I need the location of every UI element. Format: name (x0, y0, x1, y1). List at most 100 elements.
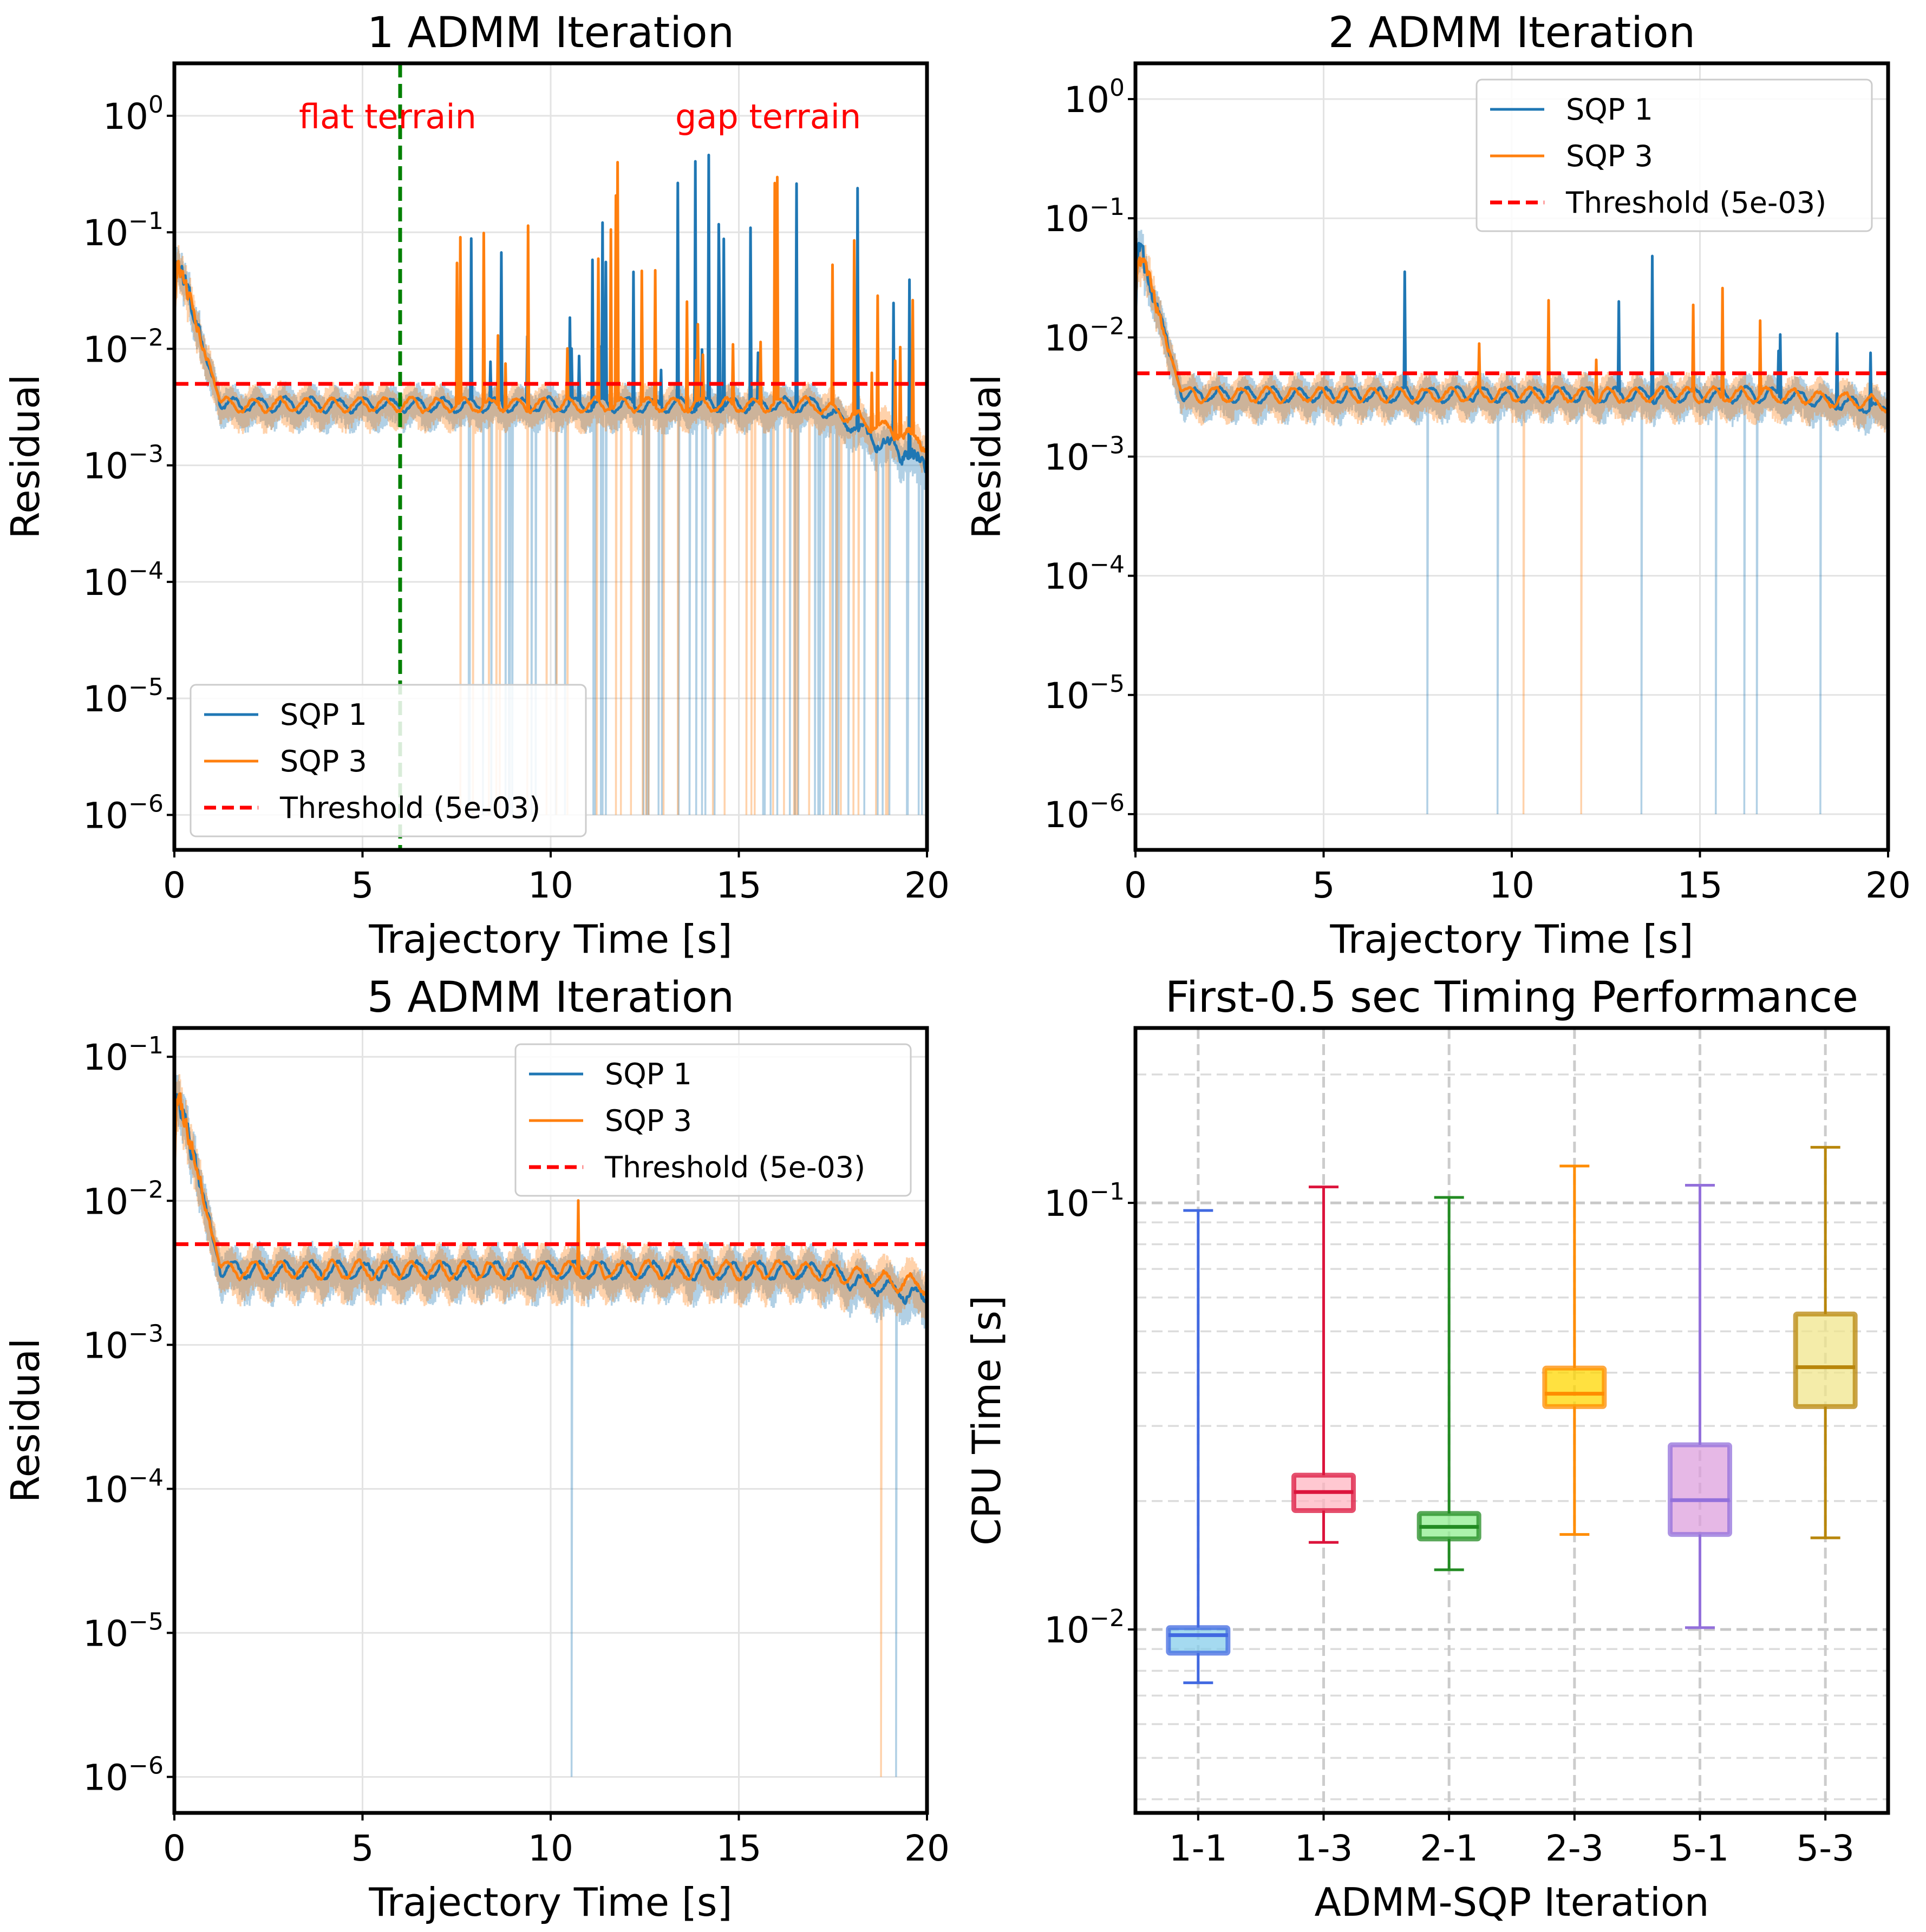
y-axis-label: CPU Time [s] (964, 1295, 1009, 1545)
legend-label: Threshold (5e-03) (1565, 186, 1826, 220)
legend-label: SQP 1 (605, 1057, 692, 1091)
x-tick-label: 1-3 (1295, 1828, 1353, 1869)
legend-box (514, 1043, 912, 1197)
legend-box (1475, 78, 1873, 232)
legend-label: SQP 3 (1566, 139, 1653, 173)
sqp1-line (174, 153, 927, 474)
data-area (174, 1074, 927, 1777)
line-chart-2: 0 5 10 15 20 100 10−1 10−2 10−3 10−4 10−5 10−6 2 ADM… (964, 9, 1911, 962)
x-axis-label: Trajectory Time [s] (1329, 916, 1693, 962)
sqp1-line (1135, 241, 1888, 415)
line-chart-1: flat terrain gap terrain 0 5 10 15 20 100 10−1 10… (3, 9, 950, 962)
x-tick-label: 5-3 (1796, 1828, 1855, 1869)
legend-label: Threshold (5e-03) (279, 791, 540, 825)
x-tick-label: 5-1 (1671, 1828, 1729, 1869)
y-tick-label: 10−4 (1044, 551, 1125, 598)
y-tick-label: 10−1 (83, 207, 164, 254)
x-tick-label: 0 (1124, 865, 1147, 906)
x-tick-label: 5 (351, 865, 374, 906)
y-tick-label: 10−6 (83, 1752, 164, 1798)
axes-frame (1133, 1026, 1890, 1815)
x-tick-label: 0 (163, 865, 186, 906)
legend-label: SQP 3 (280, 744, 367, 778)
x-tick-label: 0 (163, 1828, 186, 1869)
box-1-3 (1291, 1186, 1356, 1544)
x-axis-label: Trajectory Time [s] (368, 916, 732, 962)
y-tick-label: 10−1 (1044, 1178, 1125, 1224)
data-area (1135, 230, 1888, 815)
legend-label: Threshold (5e-03) (604, 1150, 865, 1184)
y-tick-label: 10−2 (83, 324, 164, 370)
legend: SQP 1 SQP 3 Threshold (5e-03) (190, 684, 587, 837)
legend: SQP 1 SQP 3 Threshold (5e-03) (1475, 78, 1873, 232)
box-5-3 (1793, 1145, 1858, 1540)
legend: SQP 1 SQP 3 Threshold (5e-03) (514, 1043, 912, 1197)
iqr-box (1166, 1625, 1231, 1656)
box-1-1 (1166, 1209, 1231, 1685)
chart-title: 5 ADMM Iteration (367, 973, 734, 1022)
x-tick-label: 20 (904, 865, 950, 906)
y-tick-label: 10−5 (1044, 670, 1125, 717)
y-axis-label: Residual (3, 374, 48, 539)
y-tick-label: 10−5 (83, 673, 164, 720)
y-tick-label: 10−6 (1044, 789, 1125, 836)
y-axis-label: Residual (964, 374, 1009, 539)
iqr-box (1542, 1365, 1607, 1409)
y-tick-label: 100 (103, 91, 164, 137)
x-tick-label: 10 (528, 1828, 573, 1869)
legend-label: SQP 1 (1566, 93, 1653, 127)
x-tick-label: 15 (716, 1828, 762, 1869)
y-tick-label: 10−3 (83, 441, 164, 487)
x-tick-label: 1-1 (1169, 1828, 1228, 1869)
iqr-box (1793, 1311, 1858, 1409)
x-tick-label: 5 (351, 1828, 374, 1869)
x-tick-label: 15 (1677, 865, 1723, 906)
x-axis-label: Trajectory Time [s] (368, 1879, 732, 1925)
legend-box (190, 684, 587, 837)
y-tick-label: 10−6 (83, 790, 164, 836)
x-tick-label: 10 (1489, 865, 1535, 906)
line-chart-3: 0 5 10 15 20 10−1 10−2 10−3 10−4 10−5 10−6 5 ADMM I… (3, 973, 950, 1925)
y-tick-label: 10−2 (1044, 1604, 1125, 1651)
x-axis-label: ADMM-SQP Iteration (1315, 1879, 1709, 1925)
y-tick-label: 10−4 (83, 1464, 164, 1510)
x-tick-label: 20 (1865, 865, 1911, 906)
y-tick-label: 10−4 (83, 557, 164, 604)
y-tick-label: 10−1 (1044, 193, 1125, 240)
iqr-box (1668, 1442, 1732, 1537)
sqp3-line (174, 1092, 927, 1296)
box-chart: 1-1 1-3 2-1 2-3 5-1 5-3 10−1 10−2 First-0.5 sec … (964, 973, 1890, 1925)
box-2-1 (1416, 1196, 1481, 1571)
sqp3-line (174, 161, 927, 453)
sqp3-band (174, 245, 927, 815)
y-tick-label: 10−5 (83, 1608, 164, 1654)
y-tick-label: 10−2 (1044, 312, 1125, 359)
y-axis-label: Residual (3, 1338, 48, 1503)
x-tick-label: 15 (716, 865, 762, 906)
sqp1-band (1135, 230, 1888, 815)
legend-label: SQP 3 (605, 1104, 692, 1138)
y-tick-label: 10−3 (1044, 432, 1125, 479)
y-tick-label: 10−2 (83, 1176, 164, 1222)
annotation-label: flat terrain (299, 97, 476, 136)
x-tick-label: 5 (1313, 865, 1335, 906)
data-area (174, 153, 927, 815)
x-tick-label: 2-3 (1545, 1828, 1604, 1869)
box-5-1 (1668, 1183, 1732, 1629)
y-tick-label: 10−3 (83, 1320, 164, 1366)
y-tick-label: 100 (1064, 74, 1125, 121)
x-tick-label: 20 (904, 1828, 950, 1869)
annotation-label: gap terrain (675, 97, 861, 136)
x-tick-label: 10 (528, 865, 573, 906)
x-tick-label: 2-1 (1420, 1828, 1478, 1869)
legend-label: SQP 1 (280, 698, 367, 732)
box-2-3 (1542, 1164, 1607, 1536)
chart-title: 2 ADMM Iteration (1328, 9, 1695, 57)
y-tick-label: 10−1 (83, 1032, 164, 1078)
sqp1-line (174, 1093, 927, 1306)
chart-title: 1 ADMM Iteration (367, 9, 734, 57)
chart-title: First-0.5 sec Timing Performance (1165, 973, 1858, 1022)
sqp3-line (1135, 256, 1888, 414)
